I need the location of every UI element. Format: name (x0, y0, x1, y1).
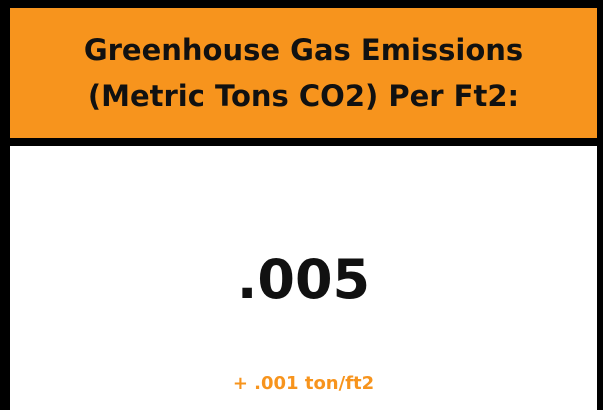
metric-change: + .001 ton/ft2 (232, 373, 375, 394)
metric-value: .005 (236, 248, 371, 311)
title-line: Greenhouse Gas Emissions (83, 33, 524, 67)
card-header: Greenhouse Gas Emissions (Metric Tons CO… (10, 8, 597, 146)
title-line: (Metric Tons CO2) Per Ft2: (87, 79, 520, 113)
